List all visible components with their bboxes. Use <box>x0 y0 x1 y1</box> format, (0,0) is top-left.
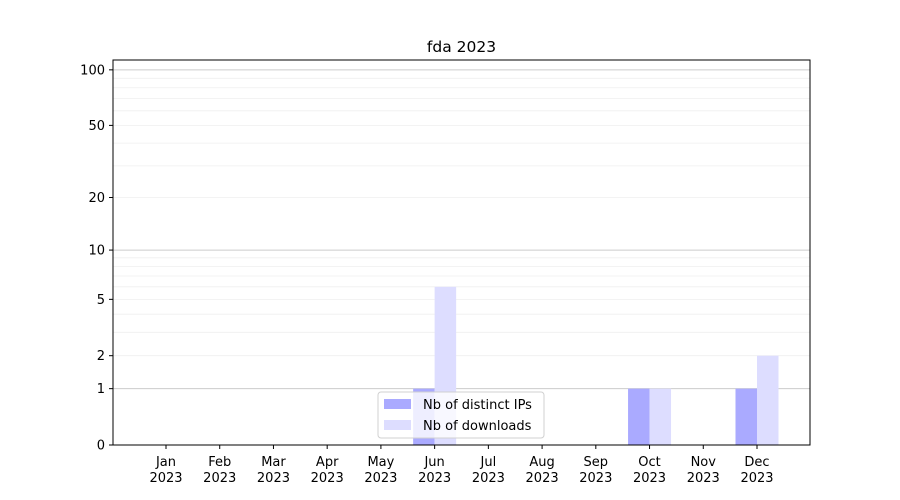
y-tick-label: 2 <box>97 349 105 364</box>
legend <box>377 391 545 439</box>
y-tick-label: 10 <box>88 244 105 259</box>
x-tick-label: Jan 2023 <box>149 455 182 486</box>
x-tick-label: Jun 2023 <box>418 455 451 486</box>
legend-label: Nb of distinct IPs <box>423 398 532 413</box>
legend-swatch <box>384 399 411 409</box>
y-tick-label: 0 <box>97 439 105 454</box>
x-tick-label: Jul 2023 <box>472 455 505 486</box>
x-tick-label: Dec 2023 <box>740 455 773 486</box>
y-tick-label: 5 <box>97 293 105 308</box>
x-tick-label: Aug 2023 <box>526 455 559 486</box>
x-tick-label: Sep 2023 <box>579 455 612 486</box>
x-tick-label: Apr 2023 <box>311 455 344 486</box>
x-tick-label: Mar 2023 <box>257 455 290 486</box>
y-tick-label: 20 <box>88 191 105 206</box>
bar-downloads <box>757 355 779 445</box>
x-tick-label: Nov 2023 <box>687 455 720 486</box>
legend-label: Nb of downloads <box>423 419 532 434</box>
y-tick-label: 50 <box>88 119 105 134</box>
bar-distinct-ips <box>628 388 650 445</box>
y-tick-label: 100 <box>80 63 105 78</box>
x-tick-label: May 2023 <box>364 455 397 486</box>
x-tick-label: Feb 2023 <box>203 455 236 486</box>
x-tick-label: Oct 2023 <box>633 455 666 486</box>
chart-title: fda 2023 <box>427 38 496 56</box>
legend-swatch <box>384 420 411 430</box>
bar-distinct-ips <box>735 388 757 445</box>
axes-frame <box>112 59 811 446</box>
y-tick-label: 1 <box>97 382 105 397</box>
bar-downloads <box>649 388 672 445</box>
